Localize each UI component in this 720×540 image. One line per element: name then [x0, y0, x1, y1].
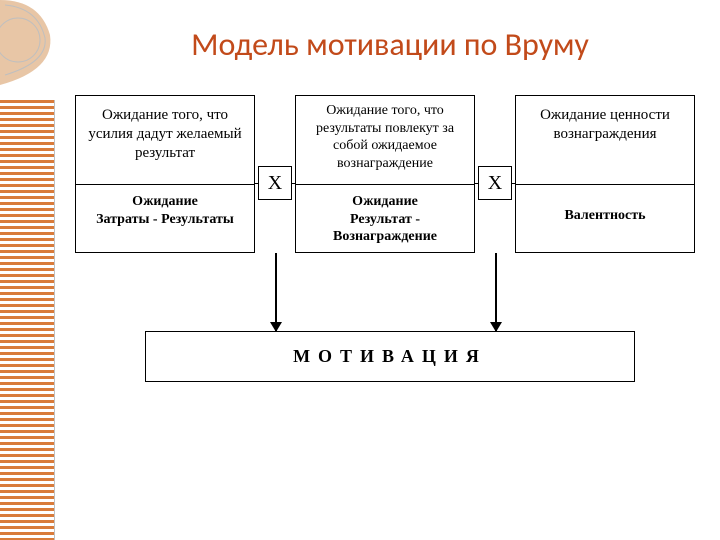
- operator-1: X: [258, 166, 292, 200]
- corner-decoration: [0, 0, 80, 100]
- col3-bottom: Валентность: [516, 184, 694, 252]
- col2-top: Ожидание того, что результаты повлекут з…: [296, 96, 474, 184]
- column-1: Ожидание того, что усилия дадут желаемый…: [75, 95, 255, 253]
- arrow-2: [495, 253, 497, 331]
- col1-bottom: Ожидание Затраты - Результаты: [76, 184, 254, 252]
- side-stripes: [0, 100, 55, 540]
- column-2: Ожидание того, что результаты повлекут з…: [295, 95, 475, 253]
- col2-bottom: Ожидание Результат - Вознаграждение: [296, 184, 474, 252]
- slide-title: Модель мотивации по Вруму: [80, 25, 700, 64]
- result-box: МОТИВАЦИЯ: [145, 331, 635, 382]
- column-3: Ожидание ценности вознаграждения Валентн…: [515, 95, 695, 253]
- arrow-1: [275, 253, 277, 331]
- col3-top: Ожидание ценности вознаграждения: [516, 96, 694, 184]
- diagram: Ожидание того, что усилия дадут желаемый…: [75, 95, 695, 495]
- operator-2: X: [478, 166, 512, 200]
- col1-top: Ожидание того, что усилия дадут желаемый…: [76, 96, 254, 184]
